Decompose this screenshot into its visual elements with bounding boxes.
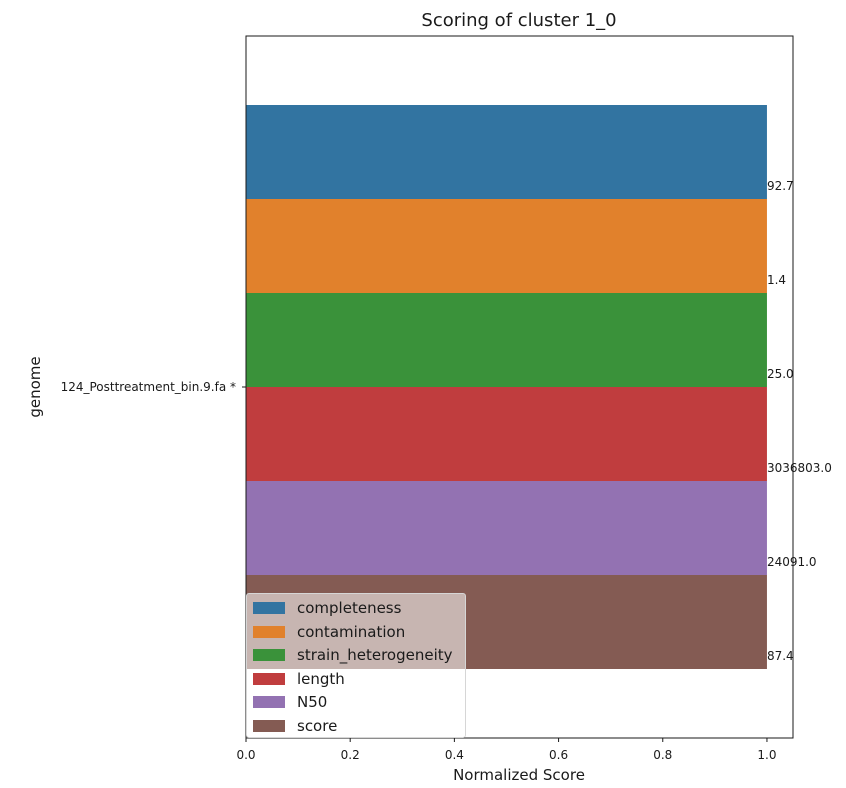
bar-contamination	[246, 199, 767, 293]
legend-swatch	[253, 649, 285, 661]
value-labels-group: 92.7 1.4 25.0 3036803.0 24091.0 87.4	[767, 179, 832, 663]
legend-label: N50	[297, 693, 328, 711]
x-tick-label: 0.8	[653, 748, 672, 762]
bar-completeness	[246, 105, 767, 199]
legend-swatch	[253, 672, 285, 685]
legend-swatch	[253, 696, 285, 708]
chart-title: Scoring of cluster 1_0	[421, 10, 616, 31]
value-label-score: 87.4	[767, 649, 794, 663]
legend-label: completeness	[297, 599, 402, 617]
value-label-length: 3036803.0	[767, 461, 832, 475]
legend: completeness contamination strain_heteroge…	[246, 593, 466, 738]
legend-swatch	[253, 625, 285, 638]
legend-item-length: length	[253, 669, 345, 689]
bar-strain_heterogeneity	[246, 293, 767, 387]
y-axis-label: genome	[26, 356, 44, 417]
legend-label: strain_heterogeneity	[297, 646, 453, 664]
legend-swatch	[253, 719, 285, 732]
value-label-n50: 24091.0	[767, 555, 817, 569]
x-tick-label: 0.6	[549, 748, 568, 762]
x-axis-ticks: 0.0 0.2 0.4 0.6 0.8 1.0	[236, 738, 776, 762]
value-label-strain_heterogeneity: 25.0	[767, 367, 794, 381]
legend-label: score	[297, 716, 338, 735]
x-tick-label: 0.4	[445, 748, 464, 762]
legend-swatch	[253, 602, 285, 614]
legend-item-n50: N50	[253, 692, 327, 712]
x-tick-label: 0.0	[236, 748, 255, 762]
legend-label: contamination	[297, 622, 406, 641]
legend-item-score: score	[253, 716, 337, 736]
bar-length	[246, 387, 767, 481]
bar-n50	[246, 481, 767, 575]
legend-item-completeness: completeness	[253, 598, 401, 618]
x-axis-label: Normalized Score	[453, 766, 585, 784]
value-label-contamination: 1.4	[767, 273, 786, 287]
legend-label: length	[297, 669, 345, 688]
x-tick-label: 0.2	[341, 748, 360, 762]
legend-item-contamination: contamination	[253, 622, 405, 642]
y-tick-label: 124_Posttreatment_bin.9.fa *	[61, 380, 236, 394]
legend-item-strain_heterogeneity: strain_heterogeneity	[253, 645, 453, 665]
x-tick-label: 1.0	[757, 748, 776, 762]
value-label-completeness: 92.7	[767, 179, 794, 193]
bars-group	[246, 105, 767, 669]
